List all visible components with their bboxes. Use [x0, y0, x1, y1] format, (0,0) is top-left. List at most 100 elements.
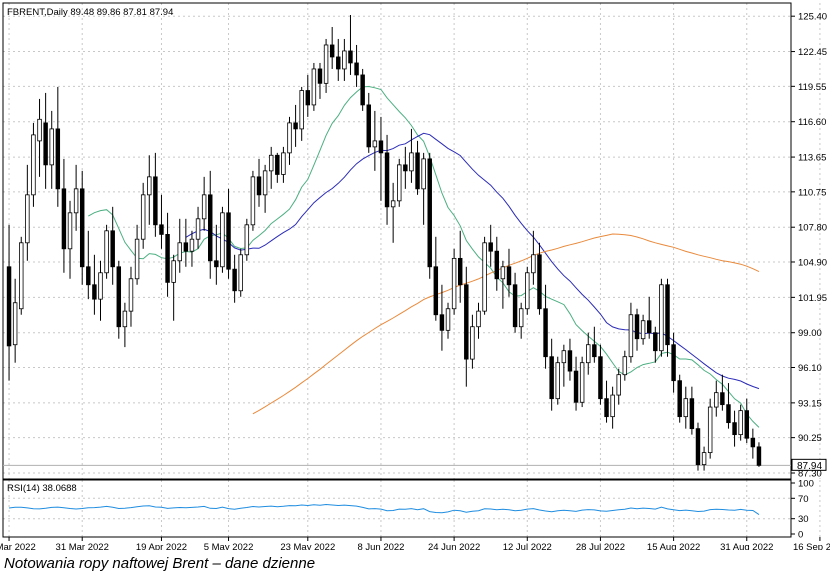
- candle: [403, 146, 408, 189]
- candle-body-down: [567, 350, 573, 372]
- time-tick-label: 12 Jul 2022: [503, 542, 552, 550]
- candle-body-down: [55, 128, 61, 190]
- candle: [732, 410, 737, 447]
- candle-body-up: [342, 50, 347, 70]
- candle-body-down: [208, 194, 213, 262]
- candle-body-down: [329, 44, 335, 58]
- candle-body-down: [61, 188, 67, 250]
- candle: [238, 248, 243, 297]
- candle-body-down: [6, 266, 12, 347]
- candle-body-up: [171, 260, 176, 283]
- price-axis: 125.40 122.45 119.55 116.60 113.65 110.75 107.…: [791, 12, 827, 480]
- candle: [659, 278, 664, 357]
- candle-body-down: [634, 314, 640, 340]
- candle-body-down: [689, 398, 695, 430]
- candle: [671, 332, 676, 393]
- candle-body-down: [604, 398, 609, 418]
- candle-body-down: [543, 308, 548, 358]
- candle: [744, 398, 749, 444]
- candle: [165, 212, 170, 297]
- candle: [153, 152, 158, 237]
- candle: [31, 122, 36, 207]
- candle: [360, 68, 365, 111]
- candle: [287, 116, 292, 165]
- candle: [677, 374, 682, 423]
- candle: [756, 442, 762, 467]
- candle-body-up: [476, 310, 481, 328]
- candle: [195, 206, 201, 249]
- candle: [726, 383, 731, 429]
- candle: [622, 350, 628, 381]
- last-price-label: 87.94: [797, 461, 822, 472]
- candle-body-up: [390, 200, 396, 208]
- candle: [561, 344, 567, 387]
- price-tick-label: 119.55: [798, 82, 826, 93]
- time-tick-label: 23 May 2022: [280, 542, 335, 550]
- candle-body-up: [262, 170, 268, 196]
- rsi-tick-label: 0: [798, 530, 803, 541]
- candle: [232, 254, 237, 303]
- candle: [348, 14, 353, 75]
- candle: [549, 338, 554, 411]
- candle-body-down: [336, 56, 341, 70]
- candle-body-down: [433, 266, 439, 316]
- candle-body-up: [683, 398, 689, 418]
- candle-body-up: [738, 410, 743, 436]
- candle: [329, 26, 335, 69]
- candle-body-down: [592, 344, 597, 358]
- candle: [214, 224, 219, 285]
- candle-body-up: [287, 122, 292, 154]
- candle: [518, 302, 524, 339]
- candle-body-up: [628, 314, 634, 358]
- rsi-axis: 100 70 30 0: [791, 479, 814, 541]
- time-tick-label: 5 May 2022: [204, 542, 254, 550]
- price-tick-label: 99.00: [798, 328, 822, 339]
- candle-body-up: [561, 350, 567, 364]
- candle: [586, 332, 591, 375]
- candle-body-down: [494, 250, 500, 280]
- candle: [409, 128, 414, 183]
- candle-body-up: [409, 152, 414, 172]
- price-tick-label: 113.65: [798, 153, 826, 164]
- candle: [6, 224, 12, 381]
- candle-body-down: [226, 212, 231, 270]
- candle-body-down: [415, 152, 420, 190]
- candle: [342, 38, 347, 81]
- candle: [707, 398, 713, 459]
- time-tick-label: 16 Sep 2022: [793, 542, 830, 550]
- candle-body-down: [86, 266, 91, 286]
- x-axis: 15 Mar 2022 31 Mar 2022 19 Apr 2022 5 May 2…: [0, 537, 830, 550]
- candle-body-up: [238, 254, 243, 292]
- candle: [262, 164, 268, 213]
- candle-body-down: [43, 122, 48, 166]
- candle-body-up: [451, 257, 457, 310]
- price-tick-label: 116.60: [798, 117, 826, 128]
- candle-body-down: [726, 404, 731, 424]
- time-tick-label: 8 Jun 2022: [357, 542, 404, 550]
- candle: [171, 254, 176, 321]
- last-price-box: [791, 458, 827, 471]
- rsi-tick-label: 100: [798, 479, 814, 490]
- brent-chart: 125.40 122.45 119.55 116.60 113.65 110.75 107.…: [0, 2, 830, 550]
- rsi-grid: [3, 497, 791, 520]
- candle-body-down: [378, 140, 384, 154]
- candle-body-up: [525, 272, 530, 310]
- candle-body-up: [25, 194, 30, 244]
- candle-body-down: [653, 332, 658, 352]
- candle: [653, 326, 658, 363]
- candle: [573, 356, 579, 411]
- candle: [665, 278, 670, 357]
- candle: [555, 356, 560, 405]
- candle-body-down: [671, 344, 676, 382]
- candle-body-up: [707, 406, 713, 454]
- price-tick-label: 107.80: [798, 223, 827, 234]
- chart-header: FBRENT,Daily 89.48 89.86 87.81 87.94: [7, 7, 173, 18]
- rsi-tick-label: 70: [798, 494, 809, 505]
- candle: [73, 164, 79, 231]
- candle: [415, 140, 420, 195]
- candle-body-up: [500, 266, 506, 280]
- candle-body-down: [457, 257, 463, 286]
- candle: [189, 230, 195, 267]
- candle: [122, 302, 128, 348]
- candle: [427, 152, 432, 279]
